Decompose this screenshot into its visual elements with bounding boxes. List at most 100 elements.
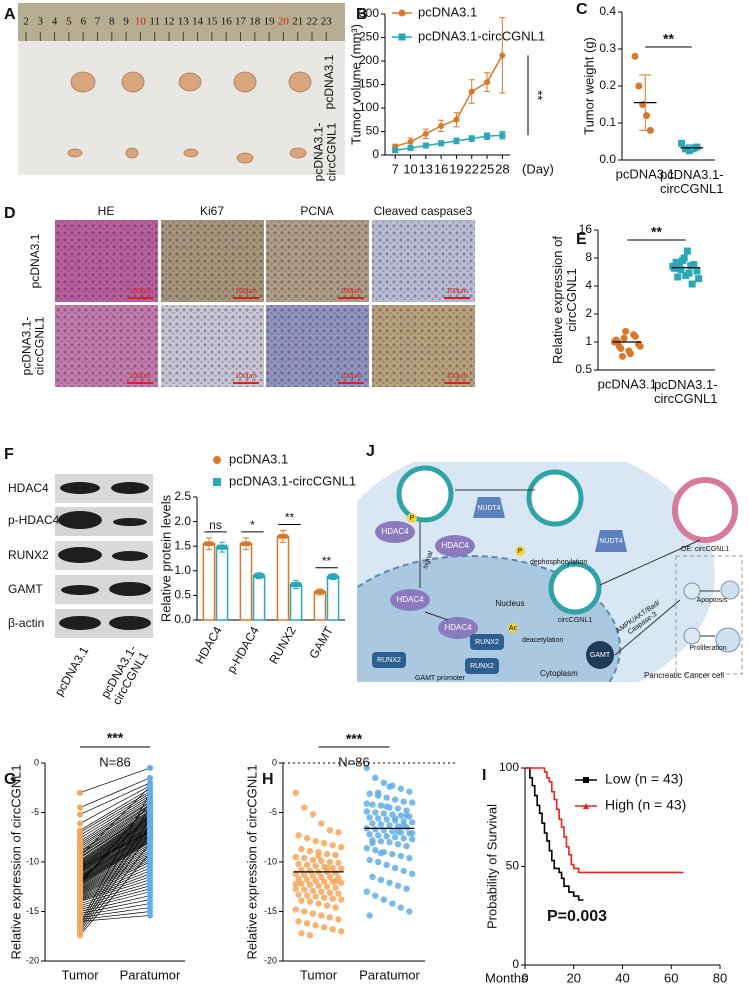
point <box>383 861 390 869</box>
point <box>366 790 373 797</box>
y-tick-label: 0.3 <box>599 41 616 55</box>
point <box>693 267 701 275</box>
y-tick-label: 0.1 <box>599 115 616 129</box>
diagram-label: HDAC4 <box>441 541 469 550</box>
text-line: Relative expression of <box>550 236 565 364</box>
point <box>77 820 83 827</box>
diagram-label: Apoptosis <box>697 597 728 604</box>
pair-line <box>79 833 151 932</box>
diagram-label: NUDT4 <box>477 505 500 512</box>
y-tick-label: 4 <box>585 278 592 292</box>
pair-line <box>79 837 151 883</box>
y-tick-label: 0 <box>34 757 39 767</box>
point <box>147 774 153 781</box>
scale-bar-label: 100μm <box>446 288 468 295</box>
bar <box>276 535 290 621</box>
pair-line <box>79 805 151 852</box>
point <box>631 332 639 340</box>
ruler-number: 16 <box>221 16 233 28</box>
y-tick-label: 16 <box>579 222 593 236</box>
y-tick-label: 0 <box>272 757 277 767</box>
point <box>453 116 460 123</box>
point <box>363 844 370 852</box>
point <box>147 828 153 835</box>
ruler-number: 23 <box>321 16 333 28</box>
point <box>391 864 399 872</box>
point <box>372 826 379 833</box>
point <box>295 832 302 839</box>
point <box>312 862 319 870</box>
point <box>312 838 319 845</box>
phenotype-box <box>675 555 743 675</box>
panel-letter: G <box>4 771 16 788</box>
x-tick-label: Paratumor <box>359 967 420 982</box>
x-tick-label: 7 <box>392 161 399 176</box>
ruler-number: 4 <box>52 16 58 28</box>
point <box>389 900 396 907</box>
point <box>383 803 390 810</box>
text-line: circCGNL1 <box>654 392 718 407</box>
ihc-column-label: PCNA <box>300 204 333 218</box>
point <box>438 140 445 147</box>
x-tick-label: 13 <box>419 161 433 176</box>
y-tick-label: 1 <box>585 334 592 348</box>
point <box>377 802 385 809</box>
point <box>389 850 396 858</box>
pair-line <box>79 833 151 880</box>
legend-label: High (n = 43) <box>605 797 686 813</box>
photo-row-label: pcDNA3.1 <box>322 54 336 109</box>
bar-dot <box>246 541 252 547</box>
legend-label: Low (n = 43) <box>605 771 683 787</box>
pair-line <box>79 821 151 869</box>
point <box>323 850 331 858</box>
point <box>374 815 382 822</box>
text-line: circCGNL1 <box>660 182 724 197</box>
point <box>320 894 328 901</box>
legend-marker <box>583 777 589 783</box>
y-tick-label: 50 <box>366 124 380 138</box>
x-tick-label: Paratumor <box>120 967 181 982</box>
diagram-label: HDAC4 <box>396 595 424 604</box>
y-axis-label: Probability of Survival <box>484 804 499 929</box>
y-tick-label: 0.4 <box>599 4 616 18</box>
point <box>484 133 491 140</box>
pair-line <box>79 828 151 875</box>
point <box>392 147 399 154</box>
point <box>683 247 691 255</box>
point <box>303 835 311 842</box>
point <box>468 88 475 95</box>
point <box>409 830 416 837</box>
point <box>318 857 325 865</box>
point <box>309 811 317 818</box>
x-tick-label: 60 <box>664 970 678 985</box>
point <box>374 832 382 839</box>
point <box>383 816 390 823</box>
pair-line <box>79 812 151 859</box>
point <box>338 843 345 851</box>
scale-bar-label: 100μm <box>235 373 257 380</box>
point <box>326 914 334 921</box>
gamt-protein <box>586 641 614 669</box>
x-tick-label: pcDNA3.1 <box>598 376 657 391</box>
significance-label: ns <box>209 518 222 532</box>
pair-line <box>79 802 151 848</box>
diagram-label: circCGNL1 <box>558 617 592 624</box>
point <box>394 805 402 812</box>
western-blot: HDAC4 p-HDAC4 RUNX2 GAMT β-actin pcDNA3.… <box>8 474 153 707</box>
point <box>292 906 299 913</box>
diagram-label: Ac <box>509 625 518 632</box>
text-line: pcDNA3.1- <box>20 317 34 376</box>
y-tick-label: 2.0 <box>174 514 191 528</box>
blot-lane-label: pcDNA3.1 <box>52 644 92 699</box>
y-tick-label: -15 <box>26 906 39 916</box>
bar-dot <box>256 573 262 579</box>
point <box>332 851 339 859</box>
ruler-number: 21 <box>292 16 303 28</box>
point <box>380 779 388 786</box>
ihc-column-label: Ki67 <box>200 204 224 218</box>
point <box>383 794 390 801</box>
ruler-number: 17 <box>235 16 247 28</box>
point <box>147 783 153 790</box>
point <box>77 804 83 811</box>
point <box>409 799 416 806</box>
